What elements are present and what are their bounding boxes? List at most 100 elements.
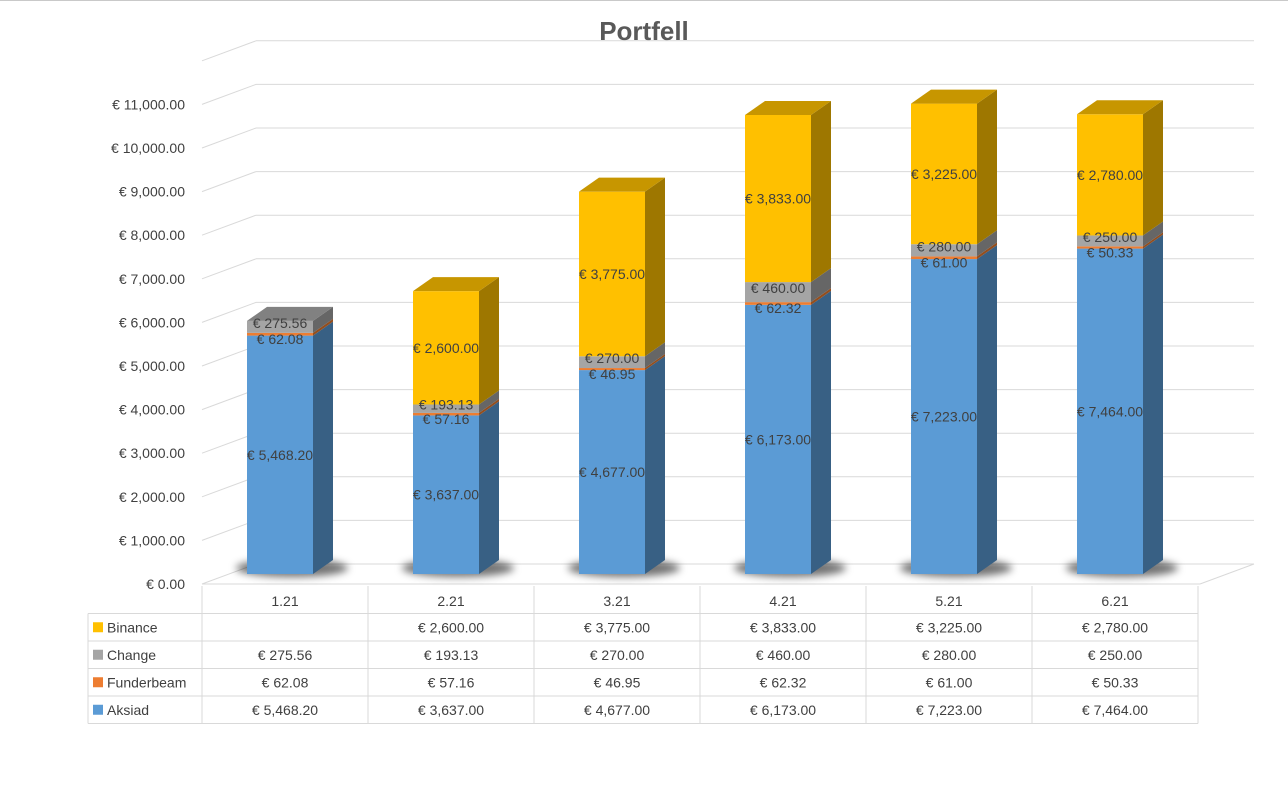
bar-front xyxy=(911,103,977,245)
bar-front xyxy=(413,412,479,416)
y-tick-label: € 6,000.00 xyxy=(119,314,185,330)
y-tick-label: € 0.00 xyxy=(146,576,185,592)
bar-top xyxy=(413,277,499,292)
bar-segment-funderbeam xyxy=(247,318,333,336)
table-cell: € 3,775.00 xyxy=(584,619,650,635)
table-cell: € 2,780.00 xyxy=(1082,619,1148,635)
table-cell: € 61.00 xyxy=(926,674,973,690)
data-label: € 7,464.00 xyxy=(1077,403,1143,419)
data-label: € 3,833.00 xyxy=(745,191,811,207)
data-label: € 2,780.00 xyxy=(1077,167,1143,183)
y-tick-label: € 3,000.00 xyxy=(119,445,185,461)
data-label: € 57.16 xyxy=(423,411,470,427)
bar-side xyxy=(479,277,499,405)
bar-front xyxy=(413,415,479,574)
x-tick-label: 6.21 xyxy=(1101,593,1128,609)
table-cell: € 250.00 xyxy=(1088,647,1143,663)
bar-side xyxy=(1143,221,1163,247)
bar-segment-aksiad xyxy=(1077,234,1163,575)
bar-front xyxy=(1077,235,1143,247)
bar-top xyxy=(911,89,997,104)
gridline-depth xyxy=(201,171,257,193)
gridline-depth xyxy=(201,258,257,280)
data-label: € 2,600.00 xyxy=(413,340,479,356)
bar-front xyxy=(413,291,479,405)
data-label: € 270.00 xyxy=(585,350,640,366)
bar-front xyxy=(247,332,313,336)
table-cell: € 270.00 xyxy=(590,647,645,663)
y-axis-tick-labels: € 0.00 € 1,000.00 € 2,000.00 € 3,000.00 € 4,… xyxy=(111,96,185,592)
bars xyxy=(236,89,1178,577)
bar-front xyxy=(745,114,811,283)
data-table: 1.21 2.21 3.21 4.21 5.21 6.21 Binance € 2,600.0… xyxy=(87,586,1199,724)
x-tick-label: 5.21 xyxy=(935,593,962,609)
x-tick-label: 4.21 xyxy=(769,593,796,609)
bar-side xyxy=(1143,100,1163,236)
bar-side xyxy=(313,321,333,574)
bar-segment-aksiad xyxy=(911,245,997,574)
bar-side xyxy=(977,242,997,260)
y-tick-label: € 8,000.00 xyxy=(119,227,185,243)
y-tick-label: € 4,000.00 xyxy=(119,402,185,418)
legend-swatch xyxy=(93,622,103,633)
bar-side xyxy=(811,268,831,303)
data-labels: € 5,468.20 € 62.08€ 275.56 € 3,637.00 € 57.… xyxy=(247,166,1143,503)
data-label: € 7,223.00 xyxy=(911,409,977,425)
bar-side xyxy=(645,177,665,357)
gridline-depth xyxy=(201,127,257,149)
bar-front xyxy=(579,370,645,574)
bar-segment-binance xyxy=(579,177,665,357)
bar-segment-funderbeam xyxy=(579,354,665,371)
bar-segment-binance xyxy=(745,100,831,283)
gridline-depth xyxy=(201,83,257,105)
gridline-depth xyxy=(201,214,257,236)
bar-segment-aksiad xyxy=(579,356,665,574)
table-cell: € 2,600.00 xyxy=(418,619,484,635)
bar-side xyxy=(645,342,665,369)
data-label: € 4,677.00 xyxy=(579,464,645,480)
legend-entry: Funderbeam xyxy=(107,674,186,690)
bar-side xyxy=(1143,234,1163,575)
bar-side xyxy=(645,354,665,371)
bar-top xyxy=(745,100,831,115)
bar-front xyxy=(1077,246,1143,249)
bar-side xyxy=(313,306,333,333)
bar-segment-binance xyxy=(413,277,499,405)
bar-side xyxy=(1143,232,1163,249)
bar-segment-change xyxy=(911,230,997,257)
bar-side xyxy=(645,356,665,574)
bar-side xyxy=(977,89,997,245)
bar-side xyxy=(977,230,997,257)
bar-side xyxy=(811,100,831,283)
bar-front xyxy=(247,320,313,333)
data-label: € 193.13 xyxy=(419,397,474,413)
data-label: € 62.08 xyxy=(257,331,304,347)
y-tick-label: € 5,000.00 xyxy=(119,358,185,374)
y-tick-label: € 9,000.00 xyxy=(119,184,185,200)
y-tick-label: € 2,000.00 xyxy=(119,489,185,505)
data-label: € 3,225.00 xyxy=(911,166,977,182)
bar-segment-aksiad xyxy=(413,401,499,574)
bar-segment-change xyxy=(1077,221,1163,247)
table-cell: € 46.95 xyxy=(594,674,641,690)
bar-front xyxy=(745,282,811,303)
bar-segment-funderbeam xyxy=(745,288,831,305)
x-tick-label: 3.21 xyxy=(603,593,630,609)
bar-side xyxy=(977,245,997,574)
legend-entry: Binance xyxy=(107,619,158,635)
bar-side xyxy=(811,288,831,305)
data-label: € 250.00 xyxy=(1083,229,1138,245)
y-tick-label: € 1,000.00 xyxy=(119,532,185,548)
bar-front xyxy=(579,191,645,357)
bar-front xyxy=(1077,248,1143,575)
bar-segment-binance xyxy=(1077,100,1163,236)
table-cell: € 6,173.00 xyxy=(750,702,816,718)
table-cell: € 50.33 xyxy=(1092,674,1139,690)
x-tick-label: 1.21 xyxy=(271,593,298,609)
table-cell: € 275.56 xyxy=(258,647,313,663)
bar-front xyxy=(1077,114,1143,236)
data-label: € 62.32 xyxy=(755,300,802,316)
bar-segment-binance xyxy=(911,89,997,245)
